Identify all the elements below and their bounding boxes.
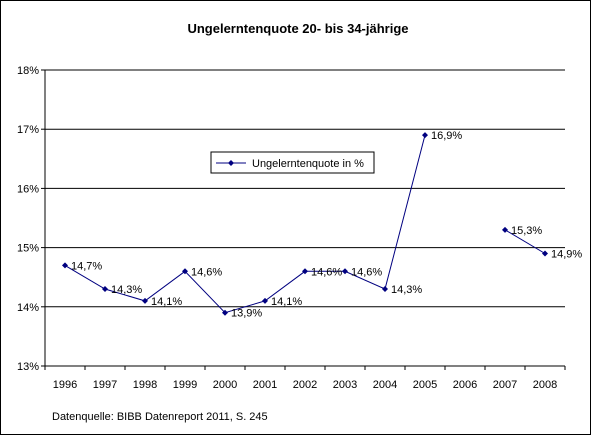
- x-tick-label-1998: 1998: [133, 379, 157, 391]
- data-point-2002: [302, 268, 308, 275]
- x-tick-label-2006: 2006: [453, 379, 477, 391]
- data-point-1998: [142, 297, 148, 304]
- data-label-2002: 14,6%: [311, 266, 342, 278]
- data-point-2005: [422, 132, 428, 139]
- y-tick-labels: 13% 14% 15% 16% 17% 18%: [17, 65, 39, 373]
- data-point-2001: [262, 297, 268, 304]
- data-label-2008: 14,9%: [551, 249, 582, 261]
- data-point-2008: [542, 250, 548, 257]
- data-label-2001: 14,1%: [271, 296, 302, 308]
- data-point-2007: [502, 226, 508, 233]
- legend-box: [210, 151, 375, 174]
- data-label-2007: 15,3%: [511, 225, 542, 237]
- data-point-2004: [382, 286, 388, 293]
- data-label-1996: 14,7%: [71, 260, 102, 272]
- chart-title: Ungelerntenquote 20- bis 34-jährige: [187, 21, 408, 36]
- x-tick-label-2007: 2007: [493, 379, 517, 391]
- data-point-1997: [102, 286, 108, 293]
- data-label-1999: 14,6%: [191, 266, 222, 278]
- x-tick-label-2004: 2004: [373, 379, 397, 391]
- data-label-2003: 14,6%: [351, 266, 382, 278]
- y-tick-label-0: 13%: [17, 361, 39, 373]
- x-tick-label-2002: 2002: [293, 379, 317, 391]
- x-tick-label-2003: 2003: [333, 379, 357, 391]
- y-tick-label-5: 18%: [17, 65, 39, 77]
- y-tick-label-4: 17%: [17, 124, 39, 136]
- x-tick-label-2000: 2000: [213, 379, 237, 391]
- series-line: [64, 134, 546, 314]
- x-tick-label-1999: 1999: [173, 379, 197, 391]
- y-tick-label-1: 14%: [17, 302, 39, 314]
- data-point-1996: [62, 262, 68, 269]
- y-tick-label-3: 16%: [17, 183, 39, 195]
- data-label-2005: 16,9%: [431, 130, 462, 142]
- legend-entry: Ungelerntenquote in %: [252, 158, 364, 170]
- data-label-2000: 13,9%: [231, 308, 262, 320]
- series-segment-0: [64, 134, 426, 314]
- legend: Ungelerntenquote in %: [210, 151, 375, 174]
- data-point-1999: [182, 268, 188, 275]
- x-tick-label-2008: 2008: [533, 379, 557, 391]
- x-tick-labels: 1996 1997 1998 1999 2000 2001 2002 2003 2004 2005…: [53, 379, 557, 391]
- source-note: Datenquelle: BIBB Datenreport 2011, S. 2…: [52, 411, 268, 423]
- data-point-2000: [222, 309, 228, 316]
- x-tick-label-1997: 1997: [93, 379, 117, 391]
- x-tick-label-2005: 2005: [413, 379, 437, 391]
- data-label-1997: 14,3%: [111, 284, 142, 296]
- data-label-1998: 14,1%: [151, 296, 182, 308]
- legend-marker-swatch: [228, 160, 234, 166]
- data-label-2004: 14,3%: [391, 284, 422, 296]
- data-labels: 14,7% 14,3% 14,1% 14,6% 13,9% 14,1% 14,6% 14,6%…: [71, 130, 582, 320]
- x-tick-label-2001: 2001: [253, 379, 277, 391]
- axes: [41, 69, 566, 370]
- series-segment-1: [504, 229, 546, 254]
- x-tick-label-1996: 1996: [53, 379, 77, 391]
- data-point-2003: [342, 268, 348, 275]
- y-tick-label-2: 15%: [17, 243, 39, 255]
- data-markers: [62, 132, 548, 316]
- gridlines: [45, 69, 565, 308]
